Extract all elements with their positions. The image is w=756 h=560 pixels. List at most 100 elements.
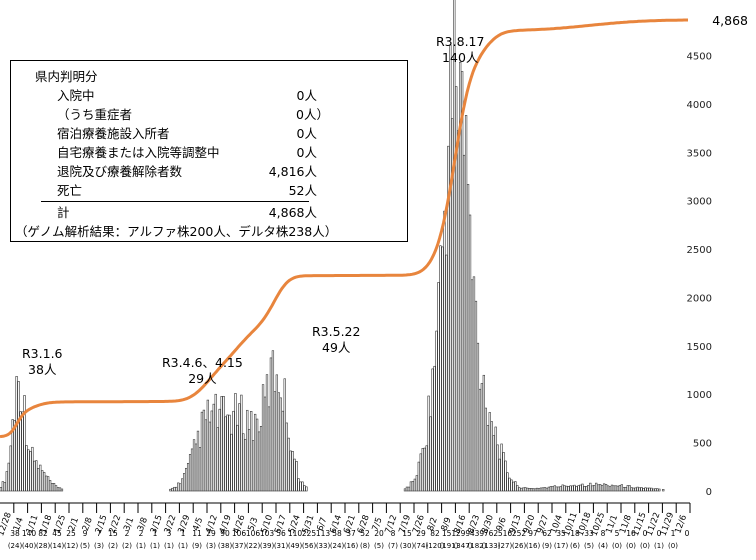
daily-bar: [577, 485, 580, 492]
daily-bar: [259, 425, 263, 492]
x-tick-label: 9/6: [495, 516, 509, 532]
daily-bar: [522, 487, 525, 492]
daily-bar: [50, 483, 54, 492]
daily-bar: [261, 384, 265, 492]
y-tick-label: 4000: [687, 100, 712, 111]
weekly-count: 0: [685, 529, 690, 538]
daily-bar: [435, 330, 438, 492]
daily-bar: [464, 115, 468, 492]
weekly-count: 113: [316, 529, 331, 538]
daily-bar: [514, 481, 517, 492]
annotation-count: 49人: [322, 340, 351, 355]
daily-bar: [571, 485, 574, 492]
daily-bar: [559, 486, 562, 492]
weekly-count: 35: [556, 529, 566, 538]
summary-value: 4,868人: [268, 205, 317, 220]
daily-bar: [271, 350, 275, 492]
daily-bar: [644, 487, 647, 492]
x-tick-label: 1/4: [12, 516, 26, 532]
daily-bar: [240, 394, 243, 492]
daily-bar: [295, 461, 298, 492]
daily-bar: [218, 408, 221, 492]
x-tick-label: 7/5: [371, 516, 385, 532]
daily-bar: [224, 416, 227, 492]
daily-bar: [462, 154, 466, 492]
daily-bar: [403, 488, 407, 492]
daily-bar: [0, 487, 2, 492]
daily-bar: [555, 486, 558, 492]
daily-bar: [606, 485, 610, 492]
weekly-count: 3: [167, 529, 172, 538]
daily-bar: [508, 477, 511, 492]
daily-bar: [273, 391, 277, 492]
daily-bar: [35, 460, 38, 492]
daily-bar: [60, 488, 64, 492]
summary-row: 宿泊療養施設入所者 0人: [11, 124, 409, 143]
daily-bar: [478, 388, 482, 492]
daily-bar: [437, 282, 440, 492]
weekly-count: 106: [246, 529, 261, 538]
daily-bar: [541, 487, 545, 492]
weekly-sub-count: (74): [414, 542, 429, 550]
weekly-count: 18: [570, 529, 580, 538]
summary-value: 0人: [296, 88, 317, 103]
daily-bar: [610, 484, 614, 492]
weekly-sub-count: (7): [388, 542, 398, 550]
weekly-sub-count: (40): [22, 542, 37, 550]
weekly-count: 38: [10, 529, 20, 538]
daily-bar: [47, 476, 50, 492]
weekly-count: 2: [125, 529, 130, 538]
daily-bar: [299, 481, 302, 492]
weekly-count: 20: [374, 529, 384, 538]
weekly-sub-count: (5): [584, 542, 594, 550]
daily-bar: [19, 411, 22, 492]
daily-bar: [265, 374, 269, 492]
daily-bar: [242, 433, 245, 492]
weekly-sub-count: (3): [94, 542, 104, 550]
x-tick-label: 5/3: [246, 516, 260, 532]
daily-bar: [486, 425, 489, 492]
daily-bar: [490, 421, 493, 492]
daily-bar: [277, 392, 280, 492]
daily-bar: [581, 483, 584, 492]
daily-bar: [622, 486, 625, 492]
daily-bar: [188, 454, 192, 492]
weekly-sub-count: (4): [598, 542, 608, 550]
daily-bar: [457, 130, 460, 492]
daily-bar: [593, 485, 596, 492]
daily-bar: [539, 487, 543, 492]
daily-bar: [638, 487, 641, 492]
daily-bar: [181, 478, 184, 492]
daily-bar: [226, 414, 229, 492]
daily-bar: [409, 481, 413, 492]
weekly-sub-count: (17): [554, 542, 569, 550]
daily-bar: [15, 376, 18, 492]
summary-label: （うち重症者: [57, 107, 133, 122]
weekly-count: 25: [66, 529, 76, 538]
daily-bar: [597, 484, 600, 492]
weekly-sub-count: (0): [640, 542, 650, 550]
daily-bar: [248, 428, 251, 492]
weekly-sub-count: (22): [246, 542, 261, 550]
y-tick-label: 4500: [687, 52, 712, 63]
annotation-date: R3.5.22: [312, 324, 361, 339]
daily-bar: [279, 397, 282, 492]
daily-bar: [543, 487, 547, 492]
daily-bar: [257, 431, 261, 492]
weekly-count: 1: [671, 529, 676, 538]
weekly-sub-count: (16): [344, 542, 359, 550]
daily-bar: [196, 430, 200, 492]
weekly-sub-count: (9): [192, 542, 202, 550]
daily-bar: [569, 485, 572, 492]
weekly-sub-count: (5): [374, 542, 384, 550]
daily-bar: [214, 393, 217, 492]
daily-bar: [58, 487, 62, 492]
daily-bar: [45, 475, 48, 492]
y-tick-label: 1500: [687, 342, 712, 353]
summary-label: 自宅療養または入院等調整中: [57, 145, 220, 160]
daily-bar: [545, 487, 549, 492]
daily-bar: [173, 486, 176, 492]
daily-bar: [630, 487, 633, 492]
daily-bar: [526, 487, 529, 492]
daily-bar: [563, 485, 566, 492]
